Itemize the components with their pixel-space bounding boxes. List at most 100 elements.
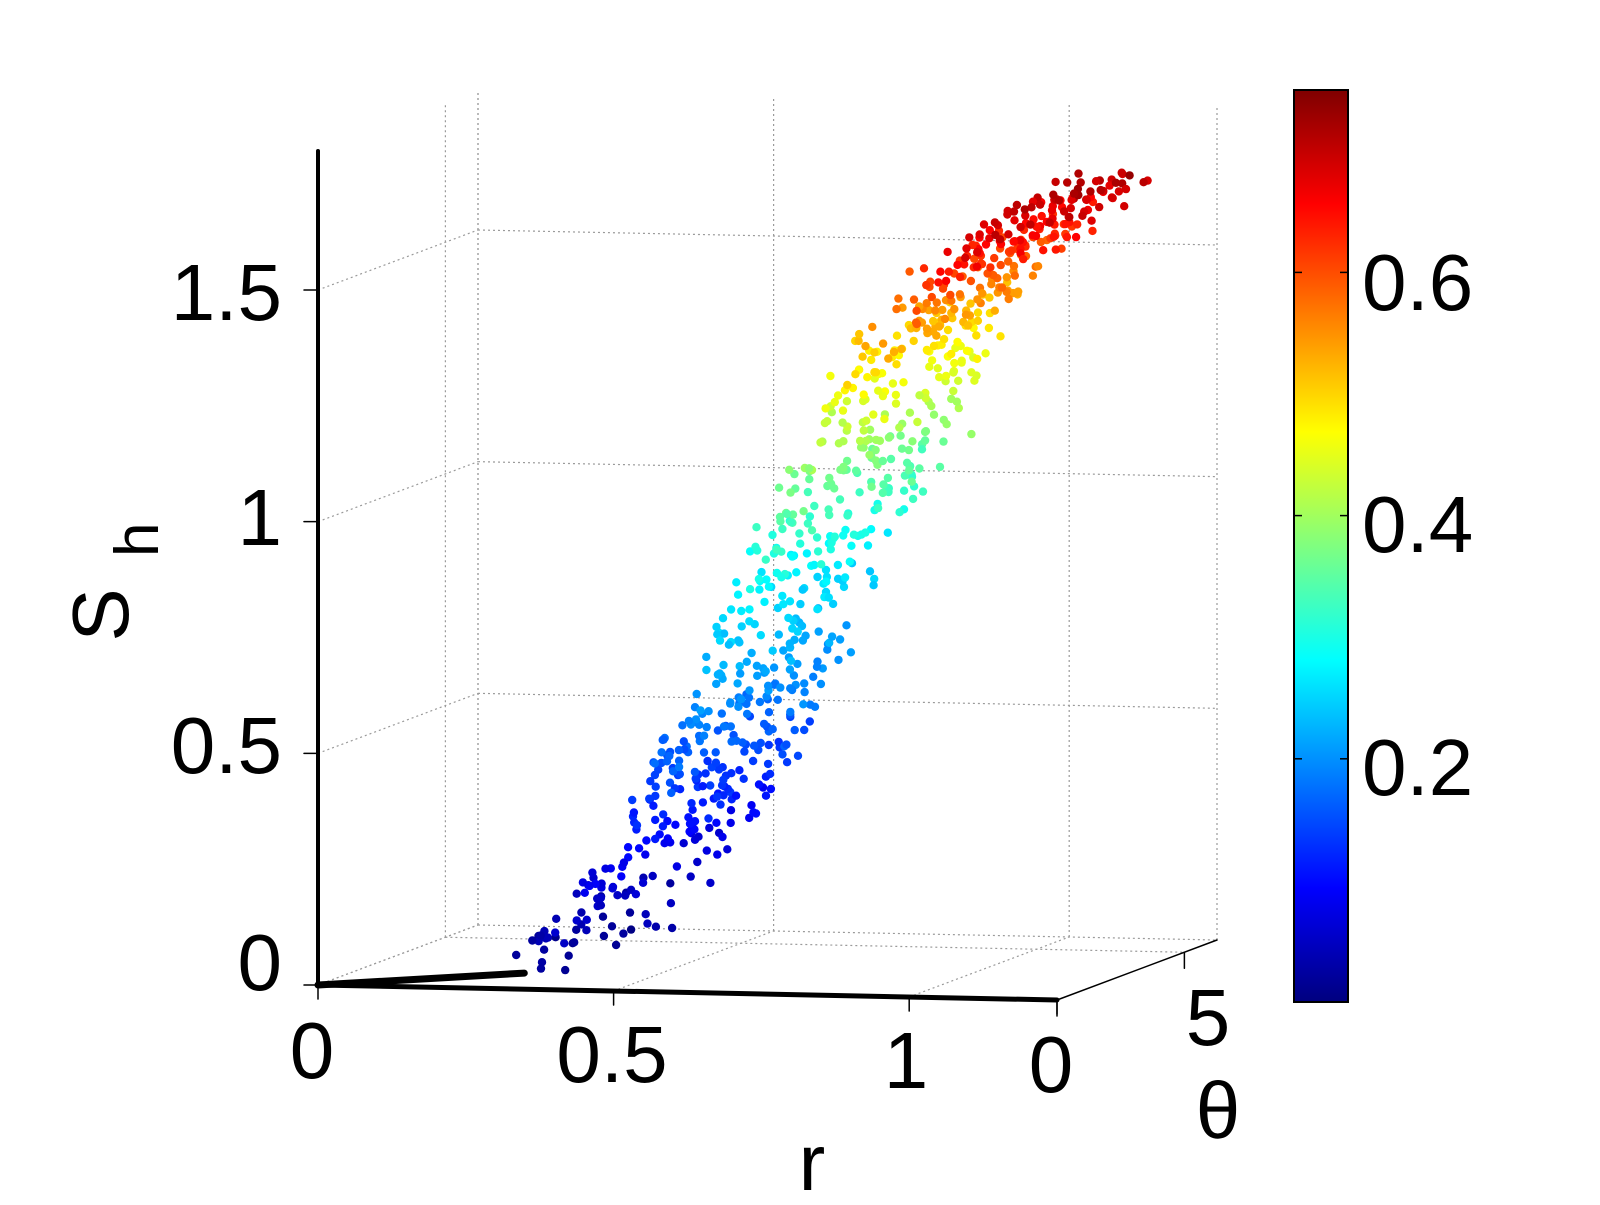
scatter-point bbox=[826, 371, 835, 381]
scatter-point bbox=[713, 670, 723, 679]
scatter-point bbox=[932, 298, 941, 307]
scatter-point bbox=[660, 839, 669, 848]
scatter-point bbox=[995, 235, 1005, 244]
scatter-point bbox=[1010, 271, 1019, 280]
scatter-point bbox=[899, 378, 908, 387]
scatter-point bbox=[1074, 169, 1083, 178]
scatter-point bbox=[817, 560, 826, 569]
scatter-point bbox=[990, 218, 1000, 227]
scatter-point bbox=[1035, 200, 1045, 209]
scatter-point bbox=[863, 541, 873, 550]
scatter-point bbox=[747, 648, 756, 658]
scatter-point bbox=[724, 640, 734, 649]
scatter-point bbox=[727, 769, 736, 778]
scatter-point bbox=[796, 539, 805, 548]
scatter-point bbox=[706, 878, 715, 888]
scatter-point bbox=[865, 567, 875, 576]
scatter-point bbox=[1062, 232, 1072, 242]
scatter-point bbox=[742, 657, 751, 666]
scatter-point bbox=[973, 295, 982, 304]
scatter-point bbox=[723, 845, 732, 854]
scatter-point bbox=[1059, 207, 1069, 216]
scatter-point bbox=[927, 292, 936, 302]
grid-floor-theta bbox=[908, 936, 1070, 998]
scatter-point bbox=[626, 925, 636, 934]
scatter-point bbox=[879, 480, 888, 489]
scatter-point bbox=[843, 380, 852, 390]
scatter-point bbox=[884, 433, 894, 442]
scatter-point bbox=[981, 349, 990, 358]
scatter-point bbox=[862, 416, 871, 425]
scatter-point bbox=[599, 931, 609, 941]
scatter-point bbox=[685, 819, 695, 828]
colorbar-tick-label-0: 0.2 bbox=[1362, 723, 1473, 812]
scatter-point bbox=[967, 429, 976, 439]
scatter-point bbox=[654, 765, 663, 774]
scatter-point bbox=[1054, 196, 1064, 205]
scatter-point bbox=[745, 605, 754, 614]
scatter-point bbox=[970, 254, 979, 263]
scatter-point bbox=[913, 417, 922, 427]
scatter-point bbox=[607, 922, 617, 931]
scatter-point bbox=[830, 397, 839, 407]
colorbar-ticks bbox=[1294, 271, 1348, 760]
scatter-point bbox=[688, 805, 697, 814]
scatter-point bbox=[774, 483, 784, 492]
scatter-point bbox=[899, 486, 909, 495]
scatter-point bbox=[946, 290, 955, 300]
scatter-point bbox=[997, 283, 1007, 292]
scatter-point bbox=[1082, 195, 1091, 205]
scatter-point bbox=[1120, 202, 1129, 211]
scatter-point bbox=[979, 220, 989, 229]
scatter-point bbox=[799, 507, 808, 516]
scatter-point bbox=[776, 517, 785, 526]
scatter-point bbox=[734, 702, 743, 711]
scatter-point bbox=[1003, 210, 1012, 219]
x-axis-label: r bbox=[799, 1118, 826, 1200]
scatter-point bbox=[973, 308, 983, 317]
scatter-point bbox=[920, 436, 930, 445]
scatter-point bbox=[1009, 237, 1018, 246]
scatter-point bbox=[536, 931, 545, 940]
scatter-point bbox=[1087, 216, 1096, 225]
scatter-point bbox=[883, 473, 893, 483]
scatter-point bbox=[897, 444, 907, 453]
scatter-point bbox=[712, 622, 721, 632]
scatter-point bbox=[789, 671, 799, 680]
scatter-point bbox=[802, 549, 812, 558]
scatter-point bbox=[963, 321, 973, 330]
scatter-point bbox=[984, 323, 994, 333]
scatter-point bbox=[512, 950, 521, 960]
z-tick-label-3: 1.5 bbox=[171, 248, 282, 337]
scatter-point bbox=[813, 572, 822, 582]
scatter-point bbox=[769, 663, 779, 672]
scatter-point bbox=[1049, 190, 1058, 199]
scatter-point bbox=[735, 766, 744, 775]
grid-left-horizontal bbox=[317, 692, 479, 754]
scatter-point bbox=[810, 501, 819, 511]
scatter-point bbox=[596, 901, 606, 910]
scatter-point bbox=[953, 337, 962, 347]
scatter-point bbox=[1061, 219, 1070, 229]
scatter-point bbox=[842, 397, 852, 406]
grid-back-horizontal bbox=[477, 229, 1218, 246]
scatter-point bbox=[907, 477, 916, 486]
scatter-point bbox=[766, 784, 776, 794]
x-tick-label-2: 1 bbox=[884, 1016, 929, 1105]
scatter-point bbox=[895, 423, 904, 432]
scatter-point bbox=[921, 427, 931, 436]
scatter-point bbox=[851, 466, 861, 475]
scatter-point bbox=[962, 346, 972, 355]
scatter-point bbox=[1066, 204, 1076, 213]
scatter-point bbox=[704, 814, 713, 823]
scatter-point bbox=[825, 510, 834, 520]
scatter-point bbox=[691, 715, 701, 724]
scatter-point bbox=[759, 719, 769, 729]
scatter-point bbox=[827, 632, 837, 641]
scatter-point bbox=[539, 945, 549, 954]
scatter-point bbox=[778, 524, 787, 534]
scatter-point bbox=[1078, 211, 1087, 220]
scatter-point bbox=[871, 368, 881, 377]
scatter-point bbox=[871, 445, 880, 455]
